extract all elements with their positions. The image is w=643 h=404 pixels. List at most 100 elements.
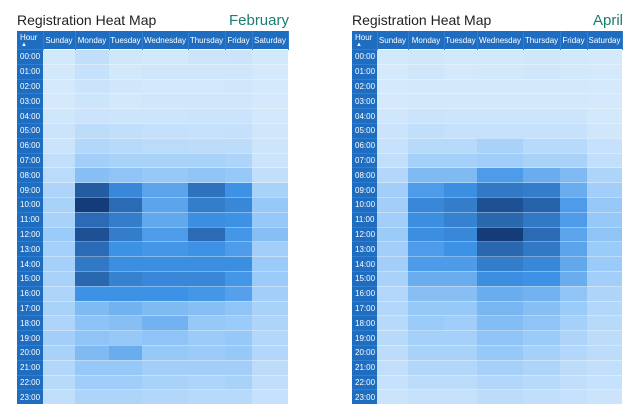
heatmap-cell: [252, 285, 288, 302]
hour-label: 16:00: [352, 285, 377, 302]
heatmap-cell: [252, 152, 288, 168]
column-header-friday[interactable]: Friday: [225, 31, 253, 50]
hour-label: 07:00: [352, 152, 377, 168]
heatmap-cell: [523, 389, 560, 404]
hour-header[interactable]: Hour ▲: [352, 31, 378, 50]
column-header-sunday[interactable]: Sunday: [43, 31, 76, 50]
heatmap-cell: [587, 315, 622, 331]
heatmap-cell: [444, 137, 477, 154]
heatmap-cell: [408, 359, 444, 376]
heatmap-cell: [477, 211, 523, 228]
heatmap-cell: [75, 211, 109, 228]
heatmap-cell: [408, 344, 444, 361]
heatmap-cell: [477, 78, 523, 94]
heatmap-cell: [523, 78, 560, 94]
heatmap-cell: [225, 122, 252, 139]
heatmap-cell: [75, 137, 109, 154]
heatmap-cell: [477, 389, 523, 404]
column-header-tuesday[interactable]: Tuesday: [109, 31, 143, 50]
heatmap-cell: [408, 330, 444, 346]
hour-label: 19:00: [17, 330, 43, 346]
heatmap-cell: [444, 122, 477, 139]
column-header-thursday[interactable]: Thursday: [523, 31, 561, 50]
heatmap-cell: [408, 285, 444, 302]
heatmap-cell: [477, 137, 523, 154]
column-header-saturday[interactable]: Saturday: [252, 31, 289, 50]
heatmap-cell: [225, 285, 252, 302]
column-header-thursday[interactable]: Thursday: [188, 31, 226, 50]
heatmap-cell: [188, 152, 225, 168]
table-row: 13:00: [17, 241, 288, 257]
heatmap-cell: [560, 344, 587, 361]
column-header-tuesday[interactable]: Tuesday: [444, 31, 478, 50]
heatmap-cell: [109, 167, 142, 183]
heatmap-cell: [43, 285, 75, 302]
table-row: 00:00: [352, 49, 622, 65]
heatmap-cell: [109, 182, 142, 198]
column-header-wednesday[interactable]: Wednesday: [477, 31, 524, 50]
heatmap-cell: [109, 389, 142, 404]
heatmap-cell: [75, 270, 109, 287]
heatmap-cell: [225, 137, 252, 154]
heatmap-cell: [377, 241, 408, 257]
heatmap-cell: [477, 256, 523, 272]
heatmap-cell: [43, 374, 75, 390]
heatmap-cell: [444, 152, 477, 168]
heatmap-cell: [252, 182, 288, 198]
heatmap-cell: [252, 122, 288, 139]
heatmap-cell: [252, 137, 288, 154]
heatmap-cell: [109, 152, 142, 168]
heatmap-cell: [523, 241, 560, 257]
heatmap-cell: [444, 256, 477, 272]
heatmap-cell: [560, 300, 587, 316]
column-header-sunday[interactable]: Sunday: [377, 31, 409, 50]
heatmap-cell: [142, 270, 188, 287]
table-row: 10:00: [17, 196, 288, 213]
column-header-friday[interactable]: Friday: [560, 31, 588, 50]
heatmap-cell: [142, 344, 188, 361]
heatmap-cell: [523, 300, 560, 316]
heatmap-cell: [225, 389, 252, 404]
heatmap-cell: [408, 108, 444, 124]
heatmap-cell: [109, 78, 142, 94]
heatmap-cell: [142, 137, 188, 154]
table-row: 16:00: [352, 285, 622, 302]
heatmap-cell: [560, 49, 587, 65]
heatmap-cell: [252, 108, 288, 124]
heatmap-cell: [377, 270, 408, 287]
heatmap-cell: [408, 389, 444, 404]
heatmap-cell: [188, 315, 225, 331]
column-header-saturday[interactable]: Saturday: [587, 31, 623, 50]
heatmap-cell: [109, 137, 142, 154]
column-header-monday[interactable]: Monday: [75, 31, 110, 50]
heatmap-cell: [75, 330, 109, 346]
heatmap-cell: [377, 122, 408, 139]
heatmap-cell: [523, 226, 560, 242]
heatmap-cell: [188, 108, 225, 124]
hour-label: 16:00: [17, 285, 43, 302]
heatmap-cell: [252, 93, 288, 109]
heatmap-cell: [377, 344, 408, 361]
heatmap-cell: [43, 137, 75, 154]
hour-label: 23:00: [352, 389, 377, 404]
heatmap-cell: [377, 374, 408, 390]
hour-header[interactable]: Hour ▲: [17, 31, 44, 50]
hour-label: 00:00: [17, 49, 43, 65]
column-header-monday[interactable]: Monday: [408, 31, 445, 50]
heatmap-cell: [225, 49, 252, 65]
heatmap-cell: [188, 182, 225, 198]
heatmap-cell: [523, 359, 560, 376]
heatmap-cell: [523, 285, 560, 302]
table-row: 15:00: [17, 270, 288, 287]
heatmap-cell: [523, 211, 560, 228]
heatmap-cell: [142, 389, 188, 404]
column-header-wednesday[interactable]: Wednesday: [142, 31, 189, 50]
hour-label: 02:00: [17, 78, 43, 94]
heatmap-cell: [43, 196, 75, 213]
heatmap-cell: [109, 226, 142, 242]
heatmap-cell: [142, 256, 188, 272]
heatmap-cell: [477, 49, 523, 65]
hour-label: 15:00: [17, 270, 43, 287]
table-row: 18:00: [17, 315, 288, 331]
heatmap-cell: [43, 182, 75, 198]
